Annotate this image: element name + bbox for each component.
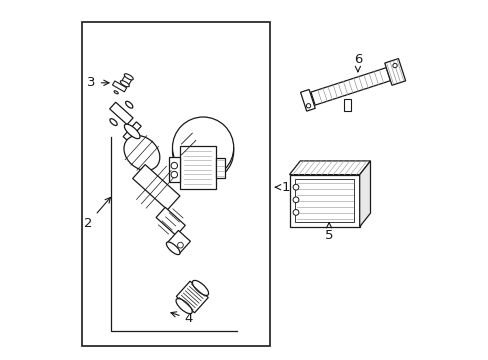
Text: 1: 1 (275, 181, 289, 194)
Polygon shape (310, 68, 390, 105)
Circle shape (306, 104, 310, 108)
Ellipse shape (176, 298, 192, 314)
Polygon shape (109, 102, 133, 125)
Polygon shape (123, 122, 141, 141)
Ellipse shape (192, 280, 208, 296)
Ellipse shape (120, 81, 129, 87)
Text: 3: 3 (87, 76, 109, 89)
Polygon shape (384, 59, 405, 85)
Bar (343, 99, 351, 111)
Bar (294, 179, 354, 222)
Circle shape (392, 63, 396, 68)
Bar (215, 158, 224, 178)
Circle shape (177, 242, 183, 248)
Polygon shape (121, 74, 132, 87)
Circle shape (292, 184, 298, 190)
Bar (179, 146, 215, 189)
Ellipse shape (166, 242, 180, 255)
Polygon shape (166, 230, 190, 254)
Bar (82, 22, 269, 346)
Ellipse shape (110, 119, 117, 126)
Ellipse shape (114, 91, 118, 94)
Ellipse shape (124, 124, 140, 139)
Text: 6: 6 (353, 53, 361, 72)
Bar (168, 157, 180, 182)
Text: 4: 4 (171, 312, 192, 325)
Text: 2: 2 (84, 197, 110, 230)
Circle shape (172, 117, 233, 178)
Polygon shape (156, 207, 185, 235)
Polygon shape (112, 81, 126, 92)
Text: 5: 5 (324, 222, 333, 242)
Ellipse shape (124, 74, 133, 80)
Wedge shape (172, 121, 233, 182)
Polygon shape (359, 161, 370, 227)
Circle shape (171, 171, 177, 178)
Ellipse shape (125, 101, 133, 108)
Polygon shape (300, 90, 315, 111)
Ellipse shape (124, 136, 160, 170)
Polygon shape (176, 281, 208, 313)
Circle shape (292, 197, 298, 203)
Polygon shape (289, 161, 370, 175)
Polygon shape (289, 175, 359, 227)
Circle shape (292, 210, 298, 215)
Circle shape (171, 162, 177, 169)
Polygon shape (132, 165, 180, 210)
